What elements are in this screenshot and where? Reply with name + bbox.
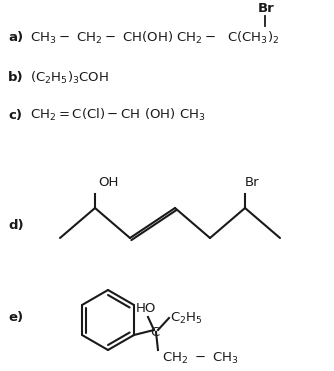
Text: b): b) <box>8 72 24 85</box>
Text: $\mathregular{CH_2=C(Cl)-CH\ (OH)\ CH_3}$: $\mathregular{CH_2=C(Cl)-CH\ (OH)\ CH_3}… <box>30 107 206 123</box>
Text: a): a) <box>8 32 23 45</box>
Text: OH: OH <box>98 177 118 190</box>
Text: $\mathregular{C_2H_5}$: $\mathregular{C_2H_5}$ <box>170 311 203 325</box>
Text: HO: HO <box>136 302 156 315</box>
Text: e): e) <box>8 312 23 325</box>
Text: d): d) <box>8 219 24 232</box>
Text: C: C <box>150 325 160 338</box>
Text: $\mathregular{CH_3-\ CH_2-\ CH(OH)\ CH_2-\ \ C(CH_3)_2}$: $\mathregular{CH_3-\ CH_2-\ CH(OH)\ CH_2… <box>30 30 279 46</box>
Text: Br: Br <box>245 177 259 190</box>
Text: c): c) <box>8 108 22 121</box>
Text: $\mathregular{(C_2H_5)_3COH}$: $\mathregular{(C_2H_5)_3COH}$ <box>30 70 109 86</box>
Text: $\mathregular{CH_2\ -\ CH_3}$: $\mathregular{CH_2\ -\ CH_3}$ <box>162 351 239 365</box>
Text: Br: Br <box>258 3 275 16</box>
